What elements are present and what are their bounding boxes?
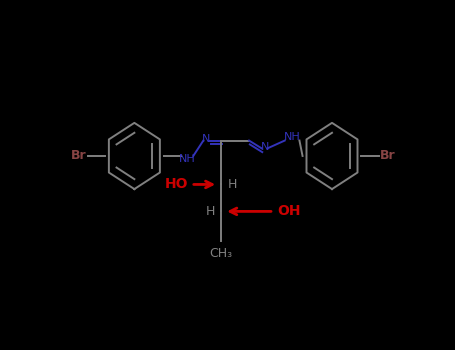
Text: Br: Br bbox=[71, 149, 86, 162]
Text: Br: Br bbox=[380, 149, 395, 162]
Text: N: N bbox=[202, 134, 211, 144]
Text: HO: HO bbox=[164, 177, 188, 191]
Text: OH: OH bbox=[277, 204, 300, 218]
Text: NH: NH bbox=[179, 154, 196, 164]
Text: NH: NH bbox=[284, 133, 301, 142]
Text: H: H bbox=[228, 178, 237, 191]
Text: N: N bbox=[260, 142, 269, 152]
Text: H: H bbox=[206, 205, 215, 218]
Text: CH₃: CH₃ bbox=[210, 247, 233, 260]
